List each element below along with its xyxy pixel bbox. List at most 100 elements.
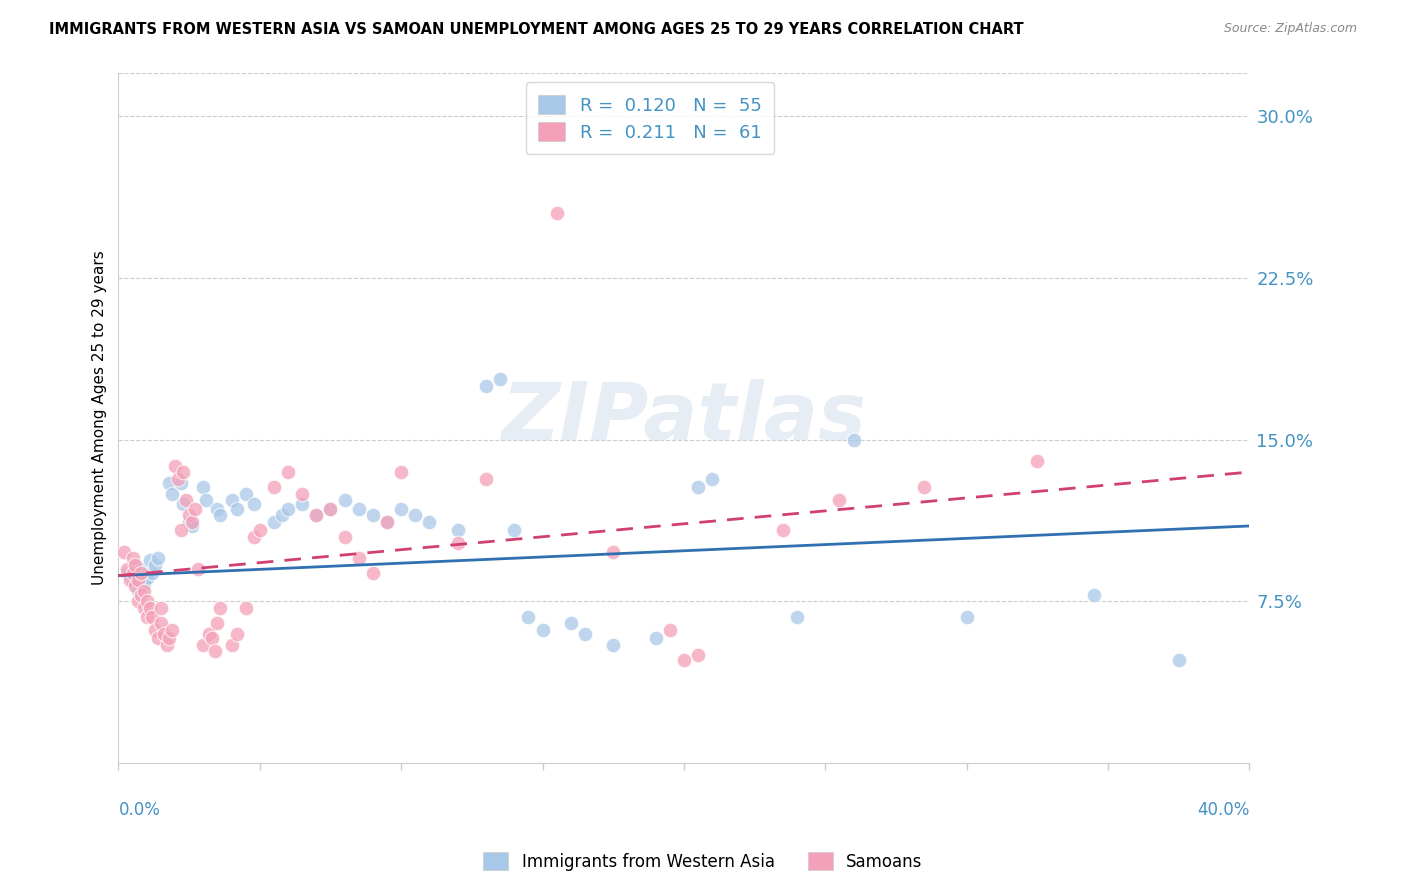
Text: 0.0%: 0.0% [118, 801, 160, 819]
Point [207, 615, 229, 630]
Point [160, 623, 183, 637]
Point [146, 551, 169, 566]
Point [115, 566, 138, 581]
Point [503, 523, 526, 537]
Point [152, 627, 174, 641]
Point [447, 536, 470, 550]
Point [1083, 588, 1105, 602]
Point [157, 475, 180, 490]
Point [235, 601, 257, 615]
Point [672, 653, 695, 667]
Point [249, 523, 271, 537]
Point [475, 378, 498, 392]
Point [1253, 443, 1275, 458]
Point [658, 623, 681, 637]
Point [361, 508, 384, 523]
Point [517, 609, 540, 624]
Point [187, 562, 209, 576]
Point [291, 497, 314, 511]
Point [389, 501, 412, 516]
Point [226, 501, 249, 516]
Point [333, 530, 356, 544]
Point [115, 562, 138, 576]
Point [277, 501, 299, 516]
Point [243, 530, 266, 544]
Point [198, 627, 221, 641]
Point [127, 573, 149, 587]
Point [955, 609, 977, 624]
Point [129, 588, 152, 602]
Point [221, 493, 243, 508]
Point [786, 609, 808, 624]
Point [169, 523, 191, 537]
Point [135, 571, 157, 585]
Point [179, 508, 201, 523]
Point [207, 501, 229, 516]
Point [127, 594, 149, 608]
Point [305, 508, 328, 523]
Text: IMMIGRANTS FROM WESTERN ASIA VS SAMOAN UNEMPLOYMENT AMONG AGES 25 TO 29 YEARS CO: IMMIGRANTS FROM WESTERN ASIA VS SAMOAN U… [49, 22, 1024, 37]
Point [138, 601, 160, 615]
Point [124, 558, 146, 572]
Point [375, 515, 398, 529]
Point [702, 471, 724, 485]
Point [179, 515, 201, 529]
Point [531, 623, 554, 637]
Point [141, 566, 163, 581]
Point [132, 583, 155, 598]
Point [160, 486, 183, 500]
Point [546, 206, 568, 220]
Point [166, 471, 188, 485]
Point [141, 609, 163, 624]
Point [121, 551, 143, 566]
Point [169, 475, 191, 490]
Point [193, 480, 215, 494]
Point [146, 631, 169, 645]
Point [181, 519, 204, 533]
Point [375, 515, 398, 529]
Point [475, 471, 498, 485]
Point [686, 648, 709, 663]
Point [602, 638, 624, 652]
Point [157, 631, 180, 645]
Point [118, 573, 141, 587]
Point [389, 465, 412, 479]
Point [135, 609, 157, 624]
Point [149, 615, 172, 630]
Point [842, 433, 865, 447]
Point [135, 594, 157, 608]
Point [263, 515, 285, 529]
Point [243, 497, 266, 511]
Point [226, 627, 249, 641]
Point [319, 501, 342, 516]
Text: Source: ZipAtlas.com: Source: ZipAtlas.com [1223, 22, 1357, 36]
Point [447, 523, 470, 537]
Point [686, 480, 709, 494]
Legend: R =  0.120   N =  55, R =  0.211   N =  61: R = 0.120 N = 55, R = 0.211 N = 61 [526, 82, 775, 154]
Point [560, 615, 582, 630]
Point [193, 638, 215, 652]
Text: 40.0%: 40.0% [1197, 801, 1250, 819]
Point [347, 501, 370, 516]
Point [277, 465, 299, 479]
Point [574, 627, 596, 641]
Point [143, 558, 166, 572]
Point [291, 486, 314, 500]
Point [1026, 454, 1049, 468]
Point [912, 480, 935, 494]
Point [361, 566, 384, 581]
Point [209, 601, 232, 615]
Point [132, 577, 155, 591]
Point [138, 553, 160, 567]
Point [132, 601, 155, 615]
Point [333, 493, 356, 508]
Point [176, 493, 198, 508]
Point [263, 480, 285, 494]
Point [172, 497, 194, 511]
Point [121, 573, 143, 587]
Point [209, 508, 232, 523]
Point [143, 623, 166, 637]
Point [129, 562, 152, 576]
Point [271, 508, 294, 523]
Point [235, 486, 257, 500]
